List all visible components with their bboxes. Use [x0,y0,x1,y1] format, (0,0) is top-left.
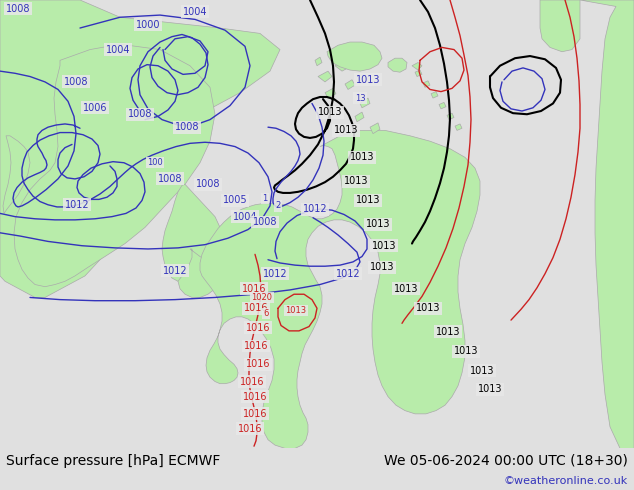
Text: 1008: 1008 [6,3,30,14]
Text: 1013: 1013 [318,107,342,117]
Text: 1008: 1008 [253,217,277,227]
Text: 1012: 1012 [262,269,287,279]
Text: 1013: 1013 [344,176,368,186]
Text: 1016: 1016 [238,424,262,434]
Text: 1004: 1004 [183,7,207,17]
Text: 1012: 1012 [65,200,89,210]
Polygon shape [540,0,580,52]
Polygon shape [178,249,222,297]
Text: 1013: 1013 [436,327,460,337]
Text: 1013: 1013 [454,346,478,356]
Polygon shape [200,130,480,448]
Polygon shape [14,44,215,287]
Polygon shape [345,80,355,90]
Text: 1005: 1005 [223,196,247,205]
Text: 1: 1 [262,194,268,203]
Text: 1016: 1016 [243,409,268,419]
Text: 1013: 1013 [356,196,380,205]
Text: 1004: 1004 [106,45,130,54]
Text: 1013: 1013 [366,219,391,229]
Polygon shape [439,102,446,109]
Polygon shape [318,71,332,82]
Text: 1013: 1013 [333,125,358,135]
Polygon shape [360,98,370,108]
Text: ©weatheronline.co.uk: ©weatheronline.co.uk [503,476,628,486]
Polygon shape [325,88,336,98]
Text: 1016: 1016 [242,284,266,294]
Text: 1016: 1016 [246,322,270,333]
Text: 1016: 1016 [243,303,268,313]
Polygon shape [3,136,30,214]
Polygon shape [447,113,454,120]
Text: 1013: 1013 [470,366,495,376]
Text: 1013: 1013 [350,152,374,162]
Polygon shape [0,0,280,297]
Text: 1013: 1013 [356,75,380,85]
Text: 1004: 1004 [233,212,257,221]
Text: 1016: 1016 [246,359,270,369]
Text: 1013: 1013 [370,262,394,272]
Text: 1012: 1012 [163,266,187,275]
Polygon shape [431,92,438,98]
Polygon shape [412,63,422,70]
Polygon shape [315,57,322,66]
Text: 1008: 1008 [175,122,199,132]
Text: 1016: 1016 [243,341,268,351]
Text: 1013: 1013 [394,284,418,294]
Text: 1008: 1008 [64,77,88,87]
Text: 1016: 1016 [240,376,264,387]
Text: 1006: 1006 [83,103,107,113]
Text: 1008: 1008 [158,174,182,184]
Text: We 05-06-2024 00:00 UTC (18+30): We 05-06-2024 00:00 UTC (18+30) [384,454,628,468]
Text: 1008: 1008 [196,179,220,189]
Text: 1020: 1020 [252,293,273,302]
Text: 2: 2 [275,201,281,210]
Text: 1012: 1012 [302,204,327,214]
Text: 1008: 1008 [127,109,152,119]
Polygon shape [335,60,350,71]
Text: 13: 13 [354,94,365,102]
Text: Surface pressure [hPa] ECMWF: Surface pressure [hPa] ECMWF [6,454,221,468]
Text: 1013: 1013 [416,303,440,313]
Polygon shape [327,42,382,71]
Text: 6: 6 [263,309,269,318]
Text: 1013: 1013 [372,241,396,251]
Polygon shape [415,70,422,76]
Polygon shape [580,0,634,448]
Text: 100: 100 [147,158,163,167]
Polygon shape [370,123,380,134]
Text: 1012: 1012 [335,269,360,279]
Text: 1013: 1013 [285,306,307,315]
Text: 1013: 1013 [478,384,502,394]
Polygon shape [388,58,407,72]
Polygon shape [455,124,462,130]
Text: 1016: 1016 [243,392,268,402]
Polygon shape [355,112,364,122]
Polygon shape [423,81,430,87]
Text: 1000: 1000 [136,20,160,30]
Polygon shape [162,184,222,281]
